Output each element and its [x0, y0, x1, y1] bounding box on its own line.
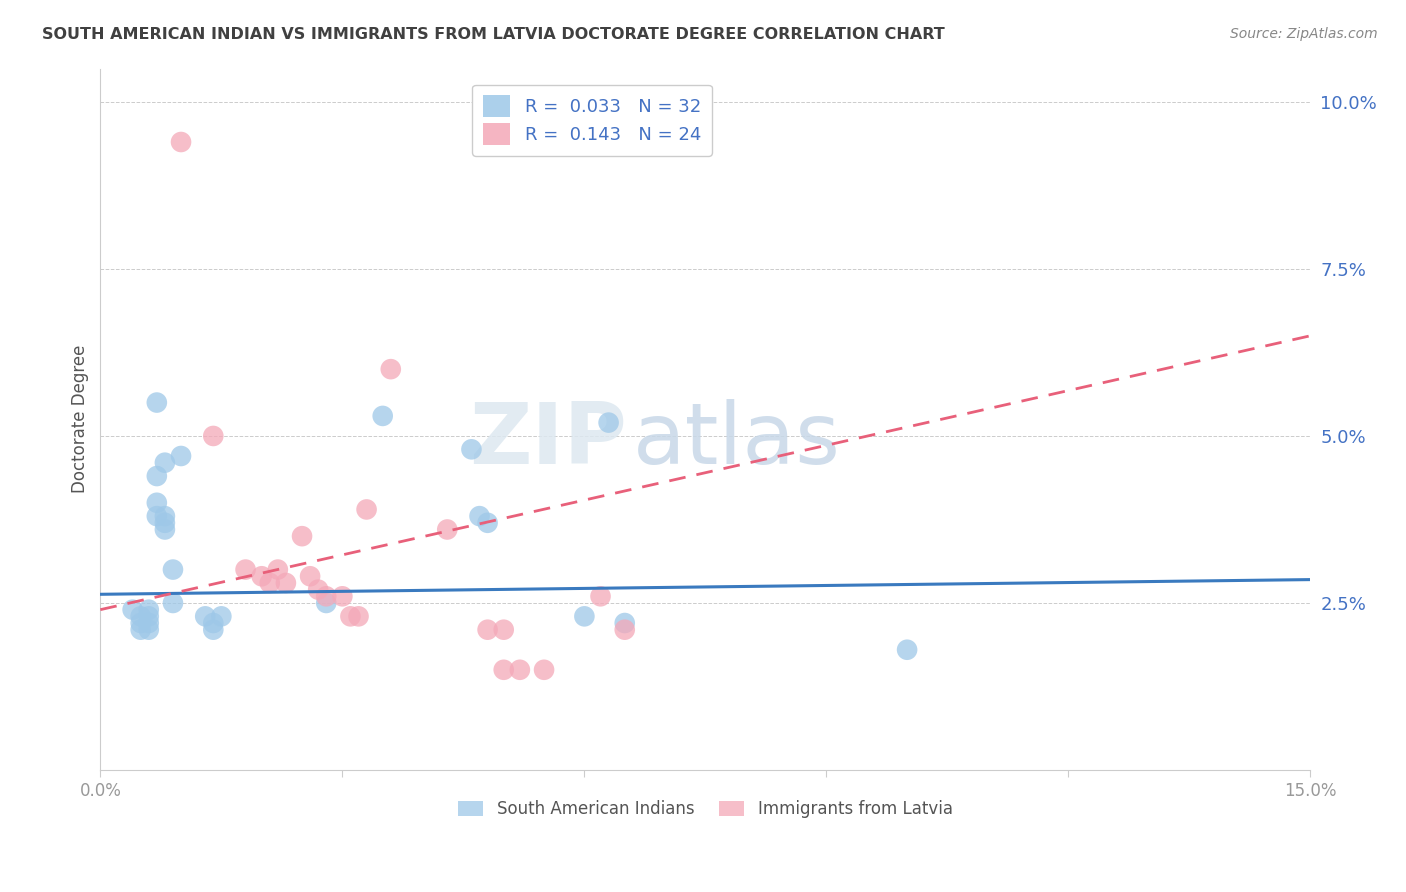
Point — [153, 456, 176, 470]
Point — [209, 609, 232, 624]
Point — [509, 663, 531, 677]
Point — [589, 589, 612, 603]
Point — [315, 589, 337, 603]
Point — [371, 409, 394, 423]
Point — [153, 523, 176, 537]
Point — [356, 502, 378, 516]
Point — [492, 663, 515, 677]
Point — [235, 563, 257, 577]
Point — [138, 609, 160, 624]
Text: ZIP: ZIP — [470, 399, 627, 482]
Point — [477, 623, 499, 637]
Point — [138, 615, 160, 630]
Point — [162, 596, 184, 610]
Point — [146, 395, 169, 409]
Y-axis label: Doctorate Degree: Doctorate Degree — [72, 345, 89, 493]
Point — [613, 623, 636, 637]
Point — [146, 469, 169, 483]
Point — [153, 509, 176, 524]
Point — [291, 529, 314, 543]
Point — [153, 516, 176, 530]
Point — [307, 582, 329, 597]
Point — [299, 569, 322, 583]
Point — [896, 642, 918, 657]
Point — [129, 623, 152, 637]
Point — [202, 615, 225, 630]
Point — [129, 615, 152, 630]
Point — [492, 623, 515, 637]
Point — [468, 509, 491, 524]
Point — [170, 449, 193, 463]
Point — [477, 516, 499, 530]
Point — [315, 596, 337, 610]
Point — [146, 496, 169, 510]
Point — [613, 615, 636, 630]
Point — [259, 576, 281, 591]
Point — [202, 429, 225, 443]
Point — [460, 442, 482, 457]
Point — [250, 569, 273, 583]
Point — [267, 563, 290, 577]
Point — [436, 523, 458, 537]
Point — [194, 609, 217, 624]
Point — [332, 589, 354, 603]
Point — [202, 623, 225, 637]
Point — [129, 609, 152, 624]
Point — [121, 602, 143, 616]
Text: SOUTH AMERICAN INDIAN VS IMMIGRANTS FROM LATVIA DOCTORATE DEGREE CORRELATION CHA: SOUTH AMERICAN INDIAN VS IMMIGRANTS FROM… — [42, 27, 945, 42]
Point — [533, 663, 555, 677]
Point — [138, 623, 160, 637]
Point — [574, 609, 596, 624]
Point — [380, 362, 402, 376]
Point — [138, 602, 160, 616]
Point — [274, 576, 297, 591]
Text: atlas: atlas — [633, 399, 841, 482]
Legend: South American Indians, Immigrants from Latvia: South American Indians, Immigrants from … — [451, 794, 959, 825]
Point — [339, 609, 361, 624]
Point — [598, 416, 620, 430]
Point — [162, 563, 184, 577]
Point — [146, 509, 169, 524]
Point — [170, 135, 193, 149]
Text: Source: ZipAtlas.com: Source: ZipAtlas.com — [1230, 27, 1378, 41]
Point — [347, 609, 370, 624]
